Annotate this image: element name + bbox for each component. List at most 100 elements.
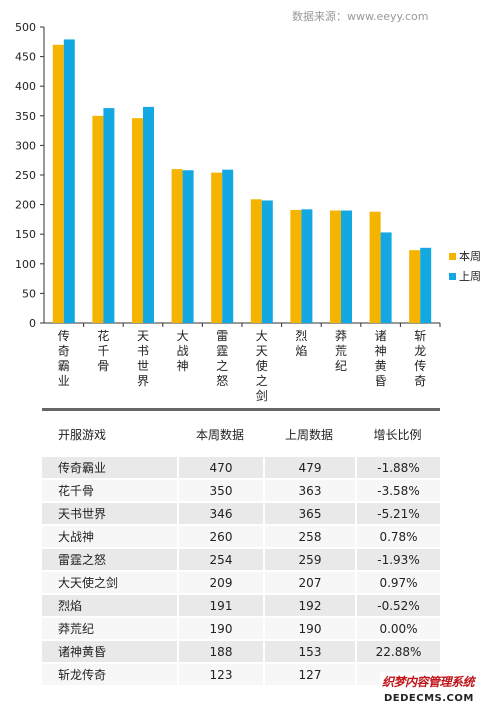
watermark-line2: DEDECMS.COM (384, 693, 474, 704)
table-row: 传奇霸业 470 479 -1.88% (42, 457, 440, 478)
cell-current: 346 (177, 503, 263, 524)
cell-game: 莽荒纪 (42, 618, 177, 639)
bar-current (171, 169, 183, 323)
table-row: 诸神黄昏 188 153 22.88% (42, 641, 440, 662)
table-row: 雷霆之怒 254 259 -1.93% (42, 549, 440, 570)
legend-swatch-previous (449, 272, 456, 280)
x-tick-label: 传奇霸业 (58, 328, 70, 388)
x-tick-label: 大天使之剑 (256, 329, 268, 403)
cell-previous: 363 (263, 480, 355, 501)
cell-ratio: 22.88% (355, 641, 440, 662)
table-row: 斩龙传奇 123 127 (42, 664, 440, 685)
cell-current: 260 (177, 526, 263, 547)
bar-previous (63, 39, 75, 323)
cell-current: 188 (177, 641, 263, 662)
cell-ratio: -1.93% (355, 549, 440, 570)
cell-current: 209 (177, 572, 263, 593)
y-tick-label: 200 (15, 199, 36, 212)
y-tick-label: 350 (15, 110, 36, 123)
x-tick-label: 天书世界 (137, 329, 149, 388)
table-top-rule (42, 408, 440, 411)
cell-previous: 259 (263, 549, 355, 570)
bar-previous (222, 169, 234, 323)
x-tick-label: 诸神黄昏 (375, 329, 387, 388)
header-game: 开服游戏 (58, 427, 107, 442)
bar-previous (103, 108, 115, 323)
bar-previous (261, 200, 273, 323)
x-tick-label: 斩龙传奇 (414, 329, 426, 388)
cell-current: 254 (177, 549, 263, 570)
x-tick-label: 莽荒纪 (335, 329, 347, 373)
bar-previous (143, 106, 154, 323)
cell-game: 烈焰 (42, 595, 177, 616)
cell-ratio: 0.78% (355, 526, 440, 547)
header-previous: 上周数据 (284, 427, 333, 442)
watermark-line1: 织梦内容管理系统 (382, 675, 477, 689)
cell-previous: 207 (263, 572, 355, 593)
legend-item-current: 本周 (449, 246, 481, 266)
table-header-row: 开服游戏 本周数据 上周数据 增长比例 (42, 413, 440, 455)
watermark-logo: 织梦内容管理系统 DEDECMS.COM (380, 672, 488, 706)
cell-game: 诸神黄昏 (42, 641, 177, 662)
y-tick-label: 50 (22, 287, 36, 300)
y-tick-label: 450 (15, 51, 36, 64)
bar-current (211, 172, 223, 323)
bar-current (52, 44, 64, 323)
bar-previous (420, 247, 432, 323)
y-axis: 0 50 100 150 200 250 300 350 400 450 500 (15, 21, 441, 330)
cell-ratio: -0.52% (355, 595, 440, 616)
legend-swatch-current (449, 252, 456, 260)
cell-current: 123 (177, 664, 263, 685)
table-row: 大天使之剑 209 207 0.97% (42, 572, 440, 593)
cell-ratio: 0.97% (355, 572, 440, 593)
table-row: 大战神 260 258 0.78% (42, 526, 440, 547)
cell-current: 350 (177, 480, 263, 501)
legend: 本周 上周 (449, 246, 481, 286)
bar-current (409, 250, 421, 323)
cell-previous: 190 (263, 618, 355, 639)
cell-ratio: 0.00% (355, 618, 440, 639)
table-row: 莽荒纪 190 190 0.00% (42, 618, 440, 639)
x-tick-label: 大战神 (177, 329, 189, 373)
x-axis-labels: 传奇霸业 花千骨 天书世界 大战神 雷霆之怒 大天使之剑 烈焰 莽荒纪 诸神黄昏 斩龙传奇 (58, 328, 426, 403)
bar-previous (182, 170, 194, 323)
y-tick-label: 500 (15, 21, 36, 34)
cell-current: 191 (177, 595, 263, 616)
cell-previous: 192 (263, 595, 355, 616)
y-tick-label: 400 (15, 80, 36, 93)
cell-game: 大天使之剑 (42, 572, 177, 593)
cell-previous: 153 (263, 641, 355, 662)
bar-current (132, 118, 143, 323)
bar-previous (380, 232, 392, 323)
cell-ratio: -1.88% (355, 457, 440, 478)
table-row: 花千骨 350 363 -3.58% (42, 480, 440, 501)
cell-ratio: -5.21% (355, 503, 440, 524)
y-tick-label: 250 (15, 169, 36, 182)
cell-previous: 365 (263, 503, 355, 524)
data-source-label: 数据来源：www.eeyy.com (292, 10, 429, 23)
cell-ratio: -3.58% (355, 480, 440, 501)
legend-item-previous: 上周 (449, 266, 481, 286)
x-tick-label: 花千骨 (97, 328, 109, 373)
bar-current (290, 209, 302, 323)
y-tick-label: 0 (29, 317, 36, 330)
bars (52, 39, 432, 323)
bar-current (92, 115, 104, 323)
header-ratio: 增长比例 (373, 427, 422, 442)
cell-game: 传奇霸业 (42, 457, 177, 478)
cell-game: 雷霆之怒 (42, 549, 177, 570)
cell-previous: 127 (263, 664, 355, 685)
table-body: 传奇霸业 470 479 -1.88% 花千骨 350 363 -3.58% 天书世界 346 36… (42, 457, 440, 685)
table-row: 烈焰 191 192 -0.52% (42, 595, 440, 616)
cell-current: 190 (177, 618, 263, 639)
x-tick-label: 烈焰 (295, 329, 307, 358)
bar-previous (301, 209, 313, 323)
legend-label-previous: 上周 (459, 270, 481, 283)
cell-previous: 258 (263, 526, 355, 547)
bar-chart: 0 50 100 150 200 250 300 350 400 450 500 传奇霸业 花千骨 天书… (15, 21, 441, 403)
y-tick-label: 150 (15, 228, 36, 241)
legend-label-current: 本周 (459, 250, 481, 263)
bar-current (250, 199, 262, 323)
data-table: 开服游戏 本周数据 上周数据 增长比例 传奇霸业 470 479 -1.88% 花千骨 3… (42, 408, 440, 687)
cell-previous: 479 (263, 457, 355, 478)
